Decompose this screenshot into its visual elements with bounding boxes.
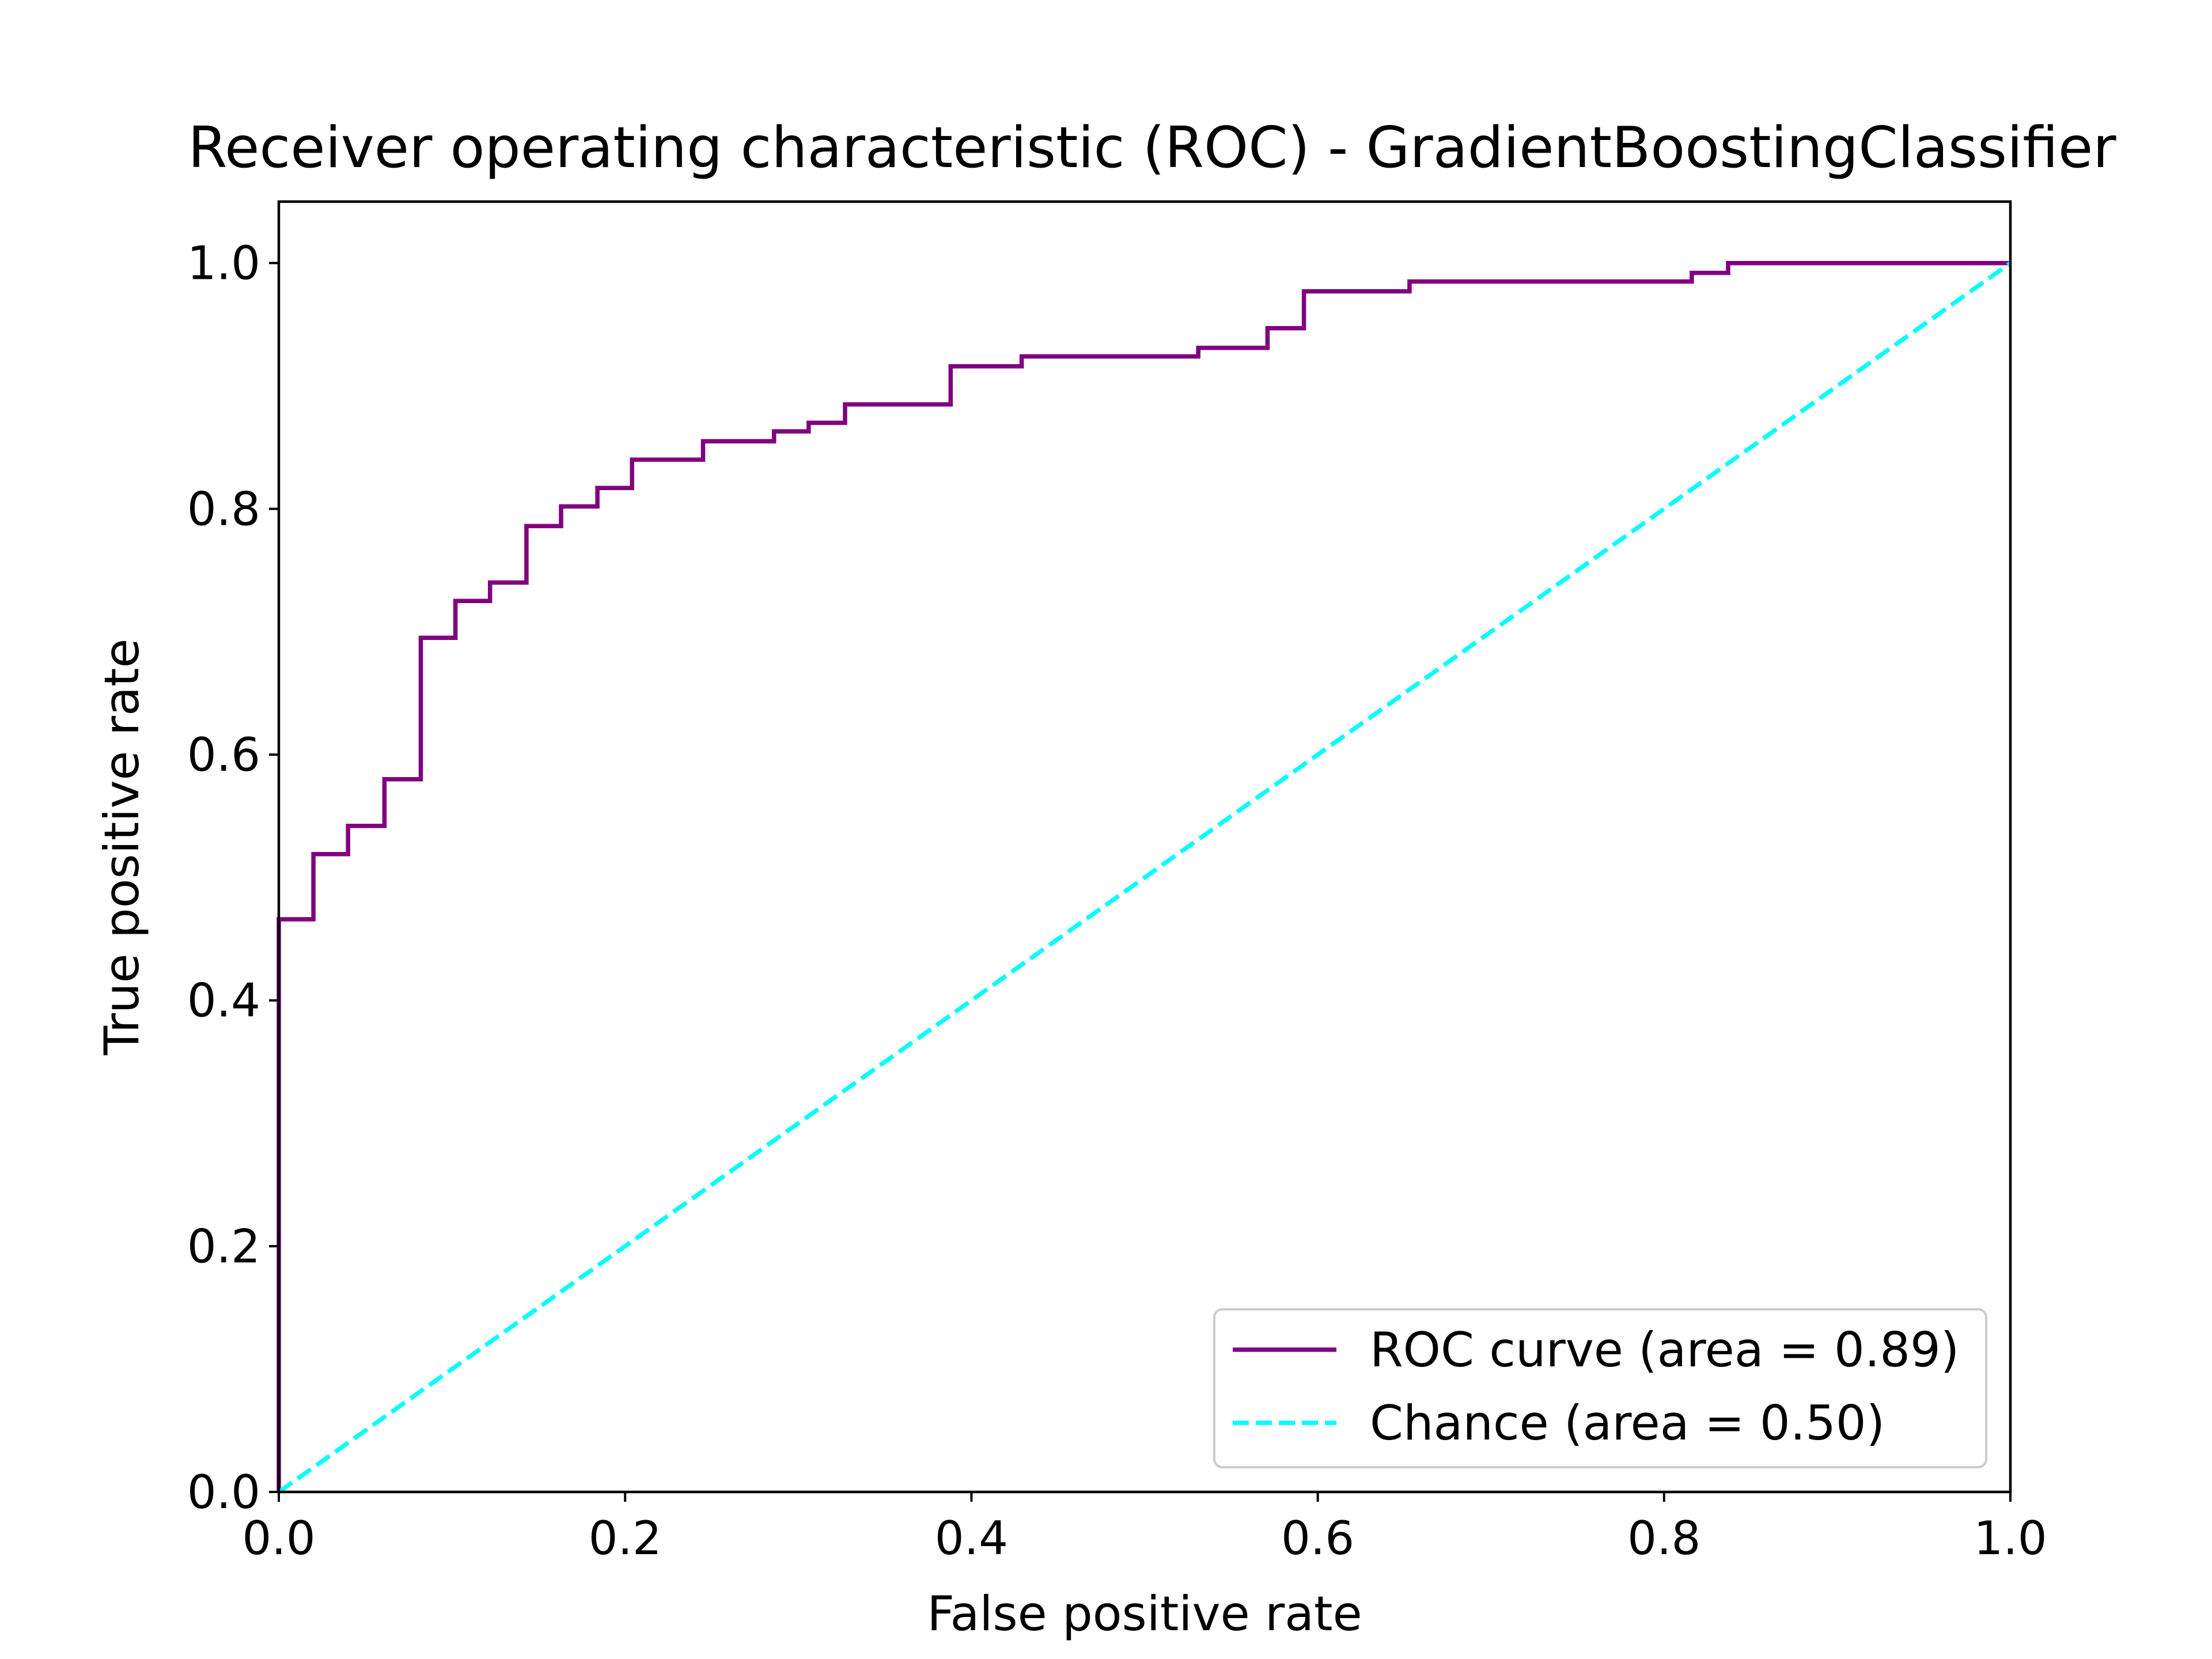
legend-label-chance: Chance (area = 0.50) [1370, 1395, 1885, 1451]
x-tick-label: 1.0 [1974, 1512, 2047, 1565]
y-tick-label: 0.2 [187, 1219, 260, 1273]
y-tick-label: 0.6 [187, 728, 260, 782]
ticks-layer: 0.0 0.2 0.4 0.6 0.8 1.0 0.0 0.2 0.4 0.6 0.8 1.0 [187, 237, 2047, 1565]
plot-frame [277, 200, 2012, 1494]
legend-box [1213, 1308, 1987, 1468]
series-line-chance [277, 261, 2012, 1494]
y-tick-label: 1.0 [187, 237, 260, 290]
series-line-roc [276, 260, 2010, 1492]
x-tick-label: 0.4 [935, 1512, 1008, 1565]
x-tick-label: 0.0 [242, 1512, 315, 1565]
x-tick-label: 0.8 [1627, 1512, 1700, 1565]
x-tick-label: 0.6 [1281, 1512, 1354, 1565]
x-tick-label: 0.2 [589, 1512, 662, 1565]
y-tick-label: 0.4 [187, 974, 260, 1028]
y-axis-label: True positive rate [94, 638, 150, 1055]
x-axis-label: False positive rate [927, 1586, 1362, 1642]
chart-title: Receiver operating characteristic (ROC) … [188, 115, 2116, 181]
legend-label-roc: ROC curve (area = 0.89) [1370, 1322, 1959, 1378]
series-layer [276, 260, 2012, 1494]
y-tick-label: 0.0 [187, 1465, 260, 1519]
y-tick-label: 0.8 [187, 482, 260, 536]
legend: ROC curve (area = 0.89) Chance (area = 0… [1213, 1308, 1987, 1468]
